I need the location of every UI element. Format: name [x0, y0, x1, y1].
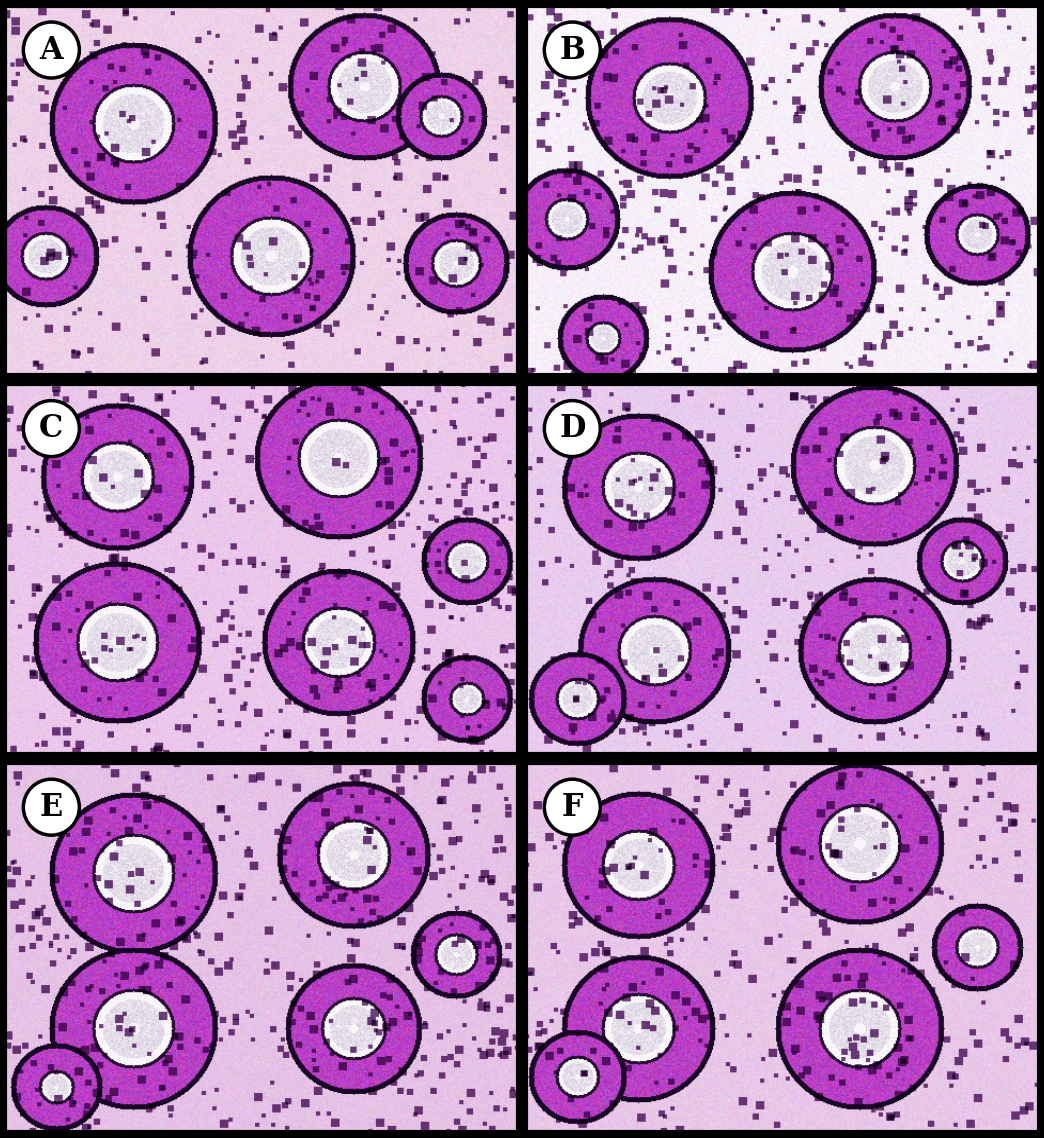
Text: E: E: [40, 792, 63, 823]
Ellipse shape: [23, 780, 79, 835]
Text: F: F: [562, 792, 583, 823]
Text: C: C: [40, 413, 64, 444]
Ellipse shape: [544, 780, 600, 835]
Ellipse shape: [23, 401, 79, 456]
Text: A: A: [40, 34, 64, 66]
Text: D: D: [560, 413, 586, 444]
Ellipse shape: [544, 401, 600, 456]
Ellipse shape: [544, 22, 600, 79]
Text: B: B: [560, 34, 586, 66]
Ellipse shape: [23, 22, 79, 79]
